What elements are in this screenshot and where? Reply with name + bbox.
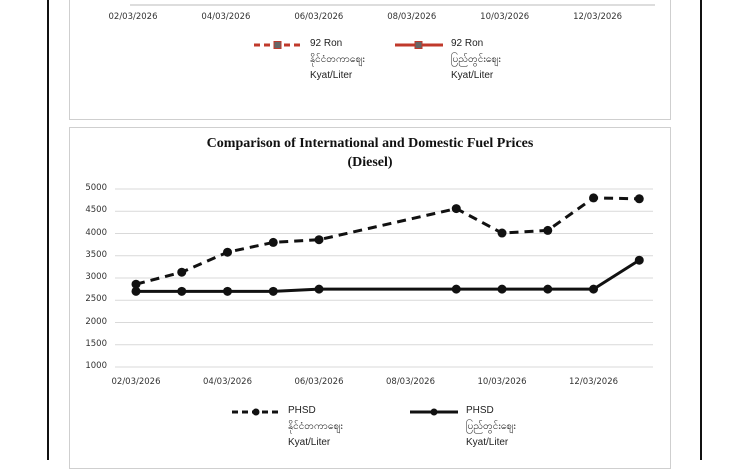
y-tick-label: 4500 xyxy=(85,205,107,216)
legend-label-line: ပြည်တွင်းဈေး xyxy=(466,421,516,432)
legend-swatch xyxy=(232,408,280,416)
y-tick-label: 4000 xyxy=(85,227,107,238)
data-point xyxy=(497,284,507,294)
x-tick-label: 08/03/2026 xyxy=(387,12,437,22)
series-line xyxy=(136,258,641,293)
legend-label-line: Kyat/Liter xyxy=(466,437,509,448)
legend-label-line: Kyat/Liter xyxy=(310,70,353,81)
data-point xyxy=(131,286,141,296)
data-point xyxy=(634,255,644,265)
data-point xyxy=(268,286,278,296)
x-tick-label: 10/03/2026 xyxy=(480,12,530,22)
legend-label-line: PHSD xyxy=(466,405,494,416)
data-point xyxy=(223,247,233,257)
data-point xyxy=(543,284,553,294)
data-point xyxy=(314,235,324,245)
diesel-chart-panel: Comparison of International and Domestic… xyxy=(69,127,671,469)
legend-label-line: ပြည်တွင်းဈေး xyxy=(451,54,501,65)
data-point xyxy=(497,228,507,238)
diesel-chart-svg xyxy=(115,188,653,368)
legend-label-line: Kyat/Liter xyxy=(451,70,494,81)
legend-marker xyxy=(273,41,282,49)
x-tick-label: 08/03/2026 xyxy=(386,377,435,387)
x-tick-label: 12/03/2026 xyxy=(573,12,623,22)
chart-title: Comparison of International and Domestic… xyxy=(206,136,534,151)
top-chart-svg xyxy=(130,4,655,6)
x-tick-label: 06/03/2026 xyxy=(294,377,344,387)
x-tick-label: 02/03/2026 xyxy=(111,377,161,387)
legend-swatch xyxy=(410,408,458,416)
y-tick-label: 2000 xyxy=(85,316,107,327)
series-line xyxy=(135,196,640,286)
data-point xyxy=(131,279,141,289)
page-frame-right xyxy=(700,0,702,460)
legend-marker xyxy=(430,408,438,416)
x-tick-label: 06/03/2026 xyxy=(294,12,344,22)
legend-label-line: 92 Ron xyxy=(451,38,484,49)
x-tick-label: 04/03/2026 xyxy=(201,12,251,22)
data-point xyxy=(223,286,233,296)
x-tick-label: 04/03/2026 xyxy=(203,377,252,387)
legend-label-line: နိုင်ငံတကာဈေး xyxy=(310,54,365,65)
data-point xyxy=(451,204,461,214)
data-point xyxy=(268,237,278,247)
legend-swatch xyxy=(395,41,443,49)
legend-marker xyxy=(252,408,260,416)
x-tick-label: 10/03/2026 xyxy=(477,377,527,387)
y-tick-label: 1500 xyxy=(85,338,107,349)
data-point xyxy=(177,286,187,296)
legend-label-line: PHSD xyxy=(288,405,316,416)
chart-subtitle: (Diesel) xyxy=(347,155,393,170)
data-point xyxy=(543,225,553,235)
page-frame-left xyxy=(47,0,49,460)
y-tick-label: 5000 xyxy=(85,183,107,193)
data-point xyxy=(177,267,187,277)
x-tick-label: 12/03/2026 xyxy=(569,377,619,387)
data-point xyxy=(589,284,599,294)
data-point xyxy=(634,194,644,204)
x-tick-label: 02/03/2026 xyxy=(108,12,158,22)
legend-label-line: 92 Ron xyxy=(310,38,343,49)
legend-swatch xyxy=(254,41,302,49)
data-point xyxy=(589,193,599,203)
y-tick-label: 3500 xyxy=(85,249,107,260)
y-tick-label: 2500 xyxy=(85,294,107,305)
legend-label-line: နိုင်ငံတကာဈေး xyxy=(288,421,343,432)
legend-marker xyxy=(414,41,423,49)
data-point xyxy=(451,284,461,294)
y-tick-label: 1000 xyxy=(85,361,107,371)
y-tick-label: 3000 xyxy=(85,272,107,282)
legend-label-line: Kyat/Liter xyxy=(288,437,331,448)
data-point xyxy=(314,284,324,294)
top-chart-panel: 02/03/2026 04/03/2026 06/03/2026 08/03/2026… xyxy=(69,0,671,120)
